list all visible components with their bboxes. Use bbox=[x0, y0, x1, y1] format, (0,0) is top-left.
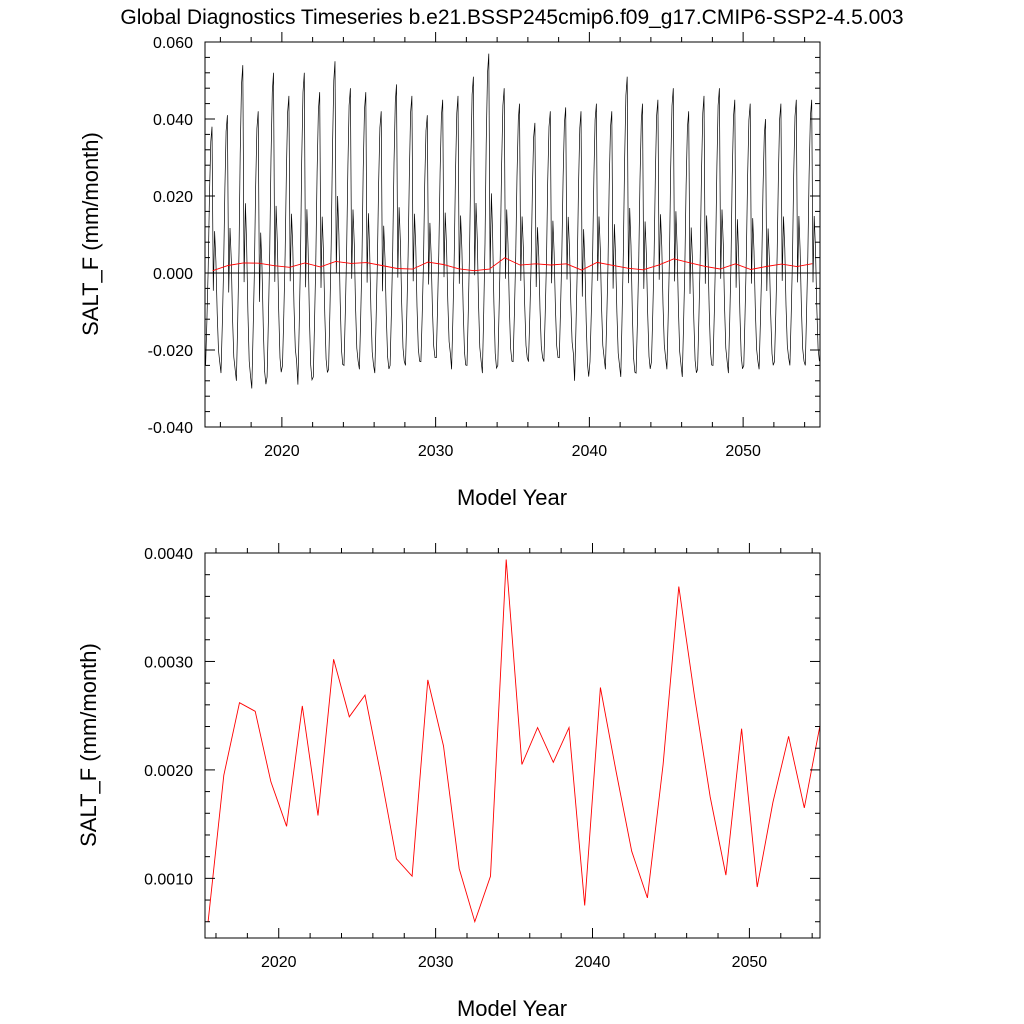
top-x-tick-label: 2030 bbox=[418, 443, 454, 460]
top-y-tick-label: -0.020 bbox=[148, 343, 193, 360]
bottom-y-tick-label: 0.0010 bbox=[144, 871, 193, 888]
top-plot-area bbox=[205, 53, 820, 389]
top-y-axis-label: SALT_F (mm/month) bbox=[78, 132, 103, 336]
top-plot-frame bbox=[204, 41, 821, 428]
top-x-tick-label: 2050 bbox=[725, 443, 761, 460]
bottom-panel: 2020 2030 2040 2050 0.0010 0.0020 0.0030 0.0040… bbox=[76, 543, 821, 1021]
bottom-x-tick-label: 2040 bbox=[575, 954, 611, 971]
bottom-y-tick-label: 0.0020 bbox=[144, 763, 193, 780]
bottom-ticks: 2020 2030 2040 2050 0.0010 0.0020 0.0030 0.0040 bbox=[144, 543, 820, 971]
top-y-tick-label: 0.060 bbox=[153, 35, 193, 52]
top-y-tick-label: 0.040 bbox=[153, 112, 193, 129]
top-ticks: 2020 2030 2040 2050 -0.040 -0.020 0.000 0.020 0.… bbox=[148, 32, 820, 460]
top-x-axis-label: Model Year bbox=[457, 485, 567, 510]
top-annual-mean-line bbox=[212, 257, 813, 272]
bottom-x-tick-label: 2050 bbox=[732, 954, 768, 971]
top-x-tick-label: 2040 bbox=[572, 443, 608, 460]
bottom-x-tick-label: 2030 bbox=[418, 954, 454, 971]
top-y-tick-label: -0.040 bbox=[148, 420, 193, 437]
bottom-x-tick-label: 2020 bbox=[261, 954, 297, 971]
top-x-tick-label: 2020 bbox=[264, 443, 300, 460]
bottom-y-axis-label: SALT_F (mm/month) bbox=[76, 643, 101, 847]
top-y-tick-label: 0.000 bbox=[153, 266, 193, 283]
top-panel: 2020 2030 2040 2050 -0.040 -0.020 0.000 0.020 0.… bbox=[78, 32, 821, 510]
bottom-x-axis-label: Model Year bbox=[457, 996, 567, 1021]
bottom-y-tick-label: 0.0040 bbox=[144, 546, 193, 563]
top-y-tick-label: 0.020 bbox=[153, 189, 193, 206]
chart-title: Global Diagnostics Timeseries b.e21.BSSP… bbox=[120, 6, 903, 29]
bottom-plot-area bbox=[207, 559, 821, 924]
bottom-y-tick-label: 0.0030 bbox=[144, 654, 193, 671]
top-monthly-series-line bbox=[205, 53, 820, 389]
bottom-annual-mean-line bbox=[207, 559, 821, 924]
bottom-plot-frame bbox=[204, 552, 821, 939]
